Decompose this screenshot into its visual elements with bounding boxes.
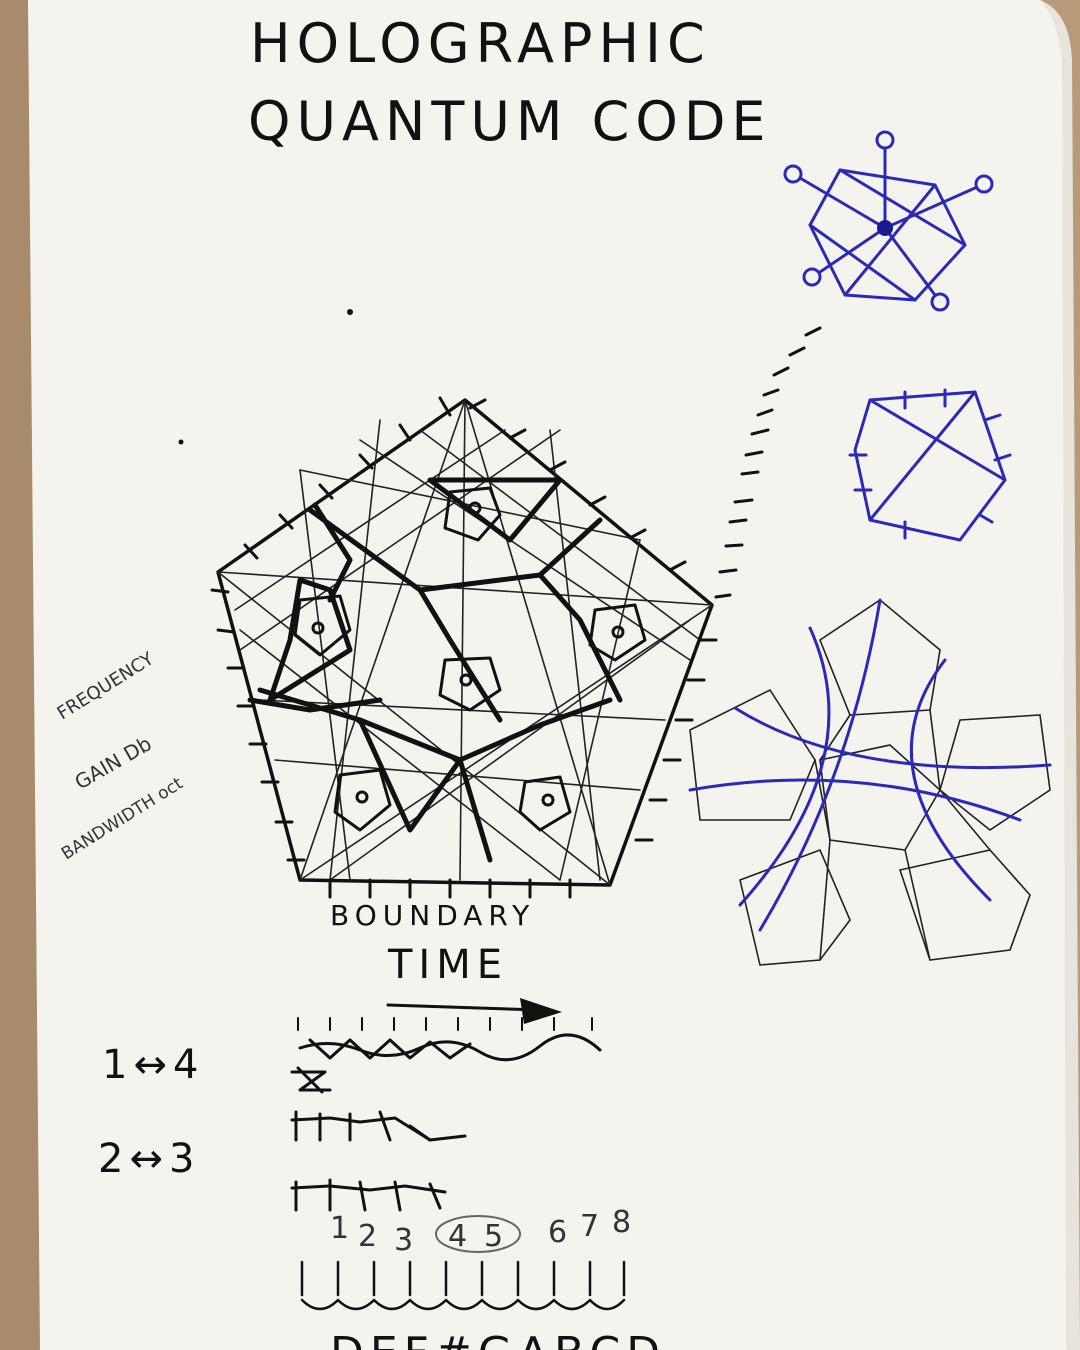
title-line-1: HOLOGRAPHIC <box>250 12 711 75</box>
number-7: 7 <box>580 1209 599 1244</box>
number-8: 8 <box>612 1205 631 1240</box>
number-6: 6 <box>548 1215 567 1250</box>
number-3: 3 <box>394 1223 413 1258</box>
number-1: 1 <box>330 1211 349 1246</box>
pen-dot <box>178 439 184 445</box>
notebook-page <box>28 0 1080 1350</box>
bulk-qubit-cells <box>293 486 647 832</box>
pulse-bars <box>300 1260 626 1311</box>
number-5: 5 <box>484 1219 503 1254</box>
title-line-2: QUANTUM CODE <box>248 90 772 153</box>
boundary-label: BOUNDARY <box>330 899 535 932</box>
hyperbolic-tiling-sketch <box>688 598 1052 966</box>
mapping-2-3: 2↔3 <box>98 1136 200 1182</box>
page-shadow-edge <box>1040 0 1080 1350</box>
scribbled-notes <box>290 1033 602 1212</box>
pentagon-tiling-sketch <box>210 396 718 899</box>
time-arrow <box>386 1003 542 1012</box>
mapping-1-4: 1↔4 <box>102 1042 204 1088</box>
blue-hexagon-sketch <box>848 388 1012 542</box>
number-2: 2 <box>358 1219 377 1254</box>
time-arrow-head <box>520 998 562 1024</box>
timeline-ruler <box>297 1017 593 1031</box>
number-4: 4 <box>448 1219 467 1254</box>
circled-4-5 <box>435 1215 521 1253</box>
pentagon-triangulation <box>217 399 713 886</box>
boundary-ticks <box>210 396 718 899</box>
dashed-mapping-line <box>714 326 822 599</box>
blue-tensor-node-sketch <box>783 130 994 312</box>
bottom-note-letters: DEF#GABCD <box>330 1328 666 1350</box>
pentagon-heavy-strokes <box>247 477 623 863</box>
pen-dot <box>347 309 353 315</box>
time-label: TIME <box>387 942 508 988</box>
number-row: 1 2 3 4 5 6 7 8 <box>330 1205 631 1258</box>
